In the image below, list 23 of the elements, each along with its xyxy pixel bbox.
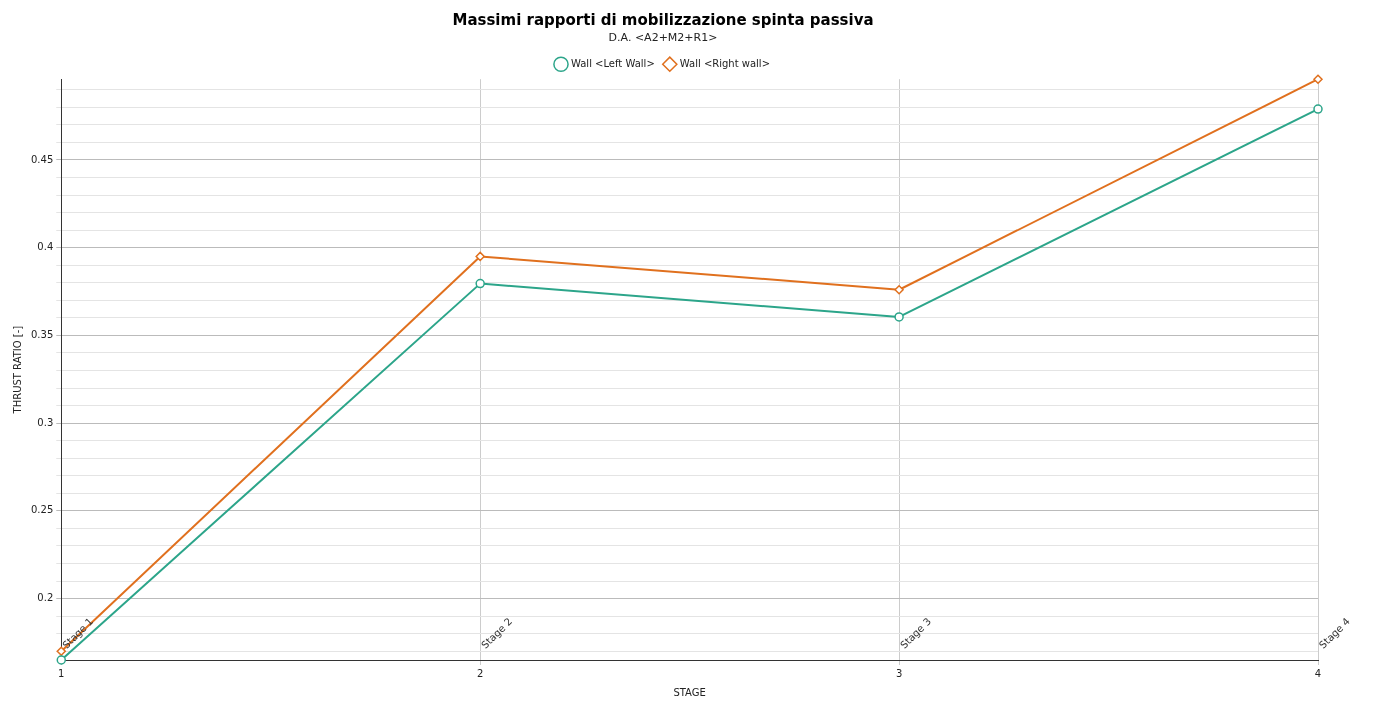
x-tick-label: 4 bbox=[1314, 667, 1322, 679]
x-tick-label: 2 bbox=[476, 667, 484, 679]
point bbox=[1313, 74, 1323, 84]
y-tick-label: 0.45 bbox=[31, 153, 54, 165]
point bbox=[1313, 104, 1323, 114]
y-tick-label: 0.25 bbox=[31, 504, 54, 516]
y-axis-title: THRUST RATIO [-] bbox=[11, 325, 23, 415]
chart-title: Massimi rapporti di mobilizzazione spinta passiva bbox=[452, 10, 874, 29]
x-tick-label: 1 bbox=[58, 667, 65, 679]
y-tick-label: 0.35 bbox=[31, 328, 54, 340]
point bbox=[894, 285, 904, 295]
chart-subtitle: D.A. <A2+M2+R1> bbox=[608, 31, 718, 45]
y-tick-label: 0.3 bbox=[37, 416, 54, 428]
legend-label: Wall <Left Wall> bbox=[570, 57, 655, 69]
legend-label: Wall <Right wall> bbox=[679, 57, 771, 69]
point bbox=[475, 251, 485, 262]
y-tick-label: 0.2 bbox=[37, 592, 54, 604]
point bbox=[894, 312, 904, 322]
x-axis-title: STAGE bbox=[673, 686, 706, 698]
y-tick-label: 0.4 bbox=[37, 241, 54, 253]
x-tick-label: 3 bbox=[895, 667, 903, 679]
point bbox=[56, 655, 67, 665]
point bbox=[475, 278, 485, 289]
